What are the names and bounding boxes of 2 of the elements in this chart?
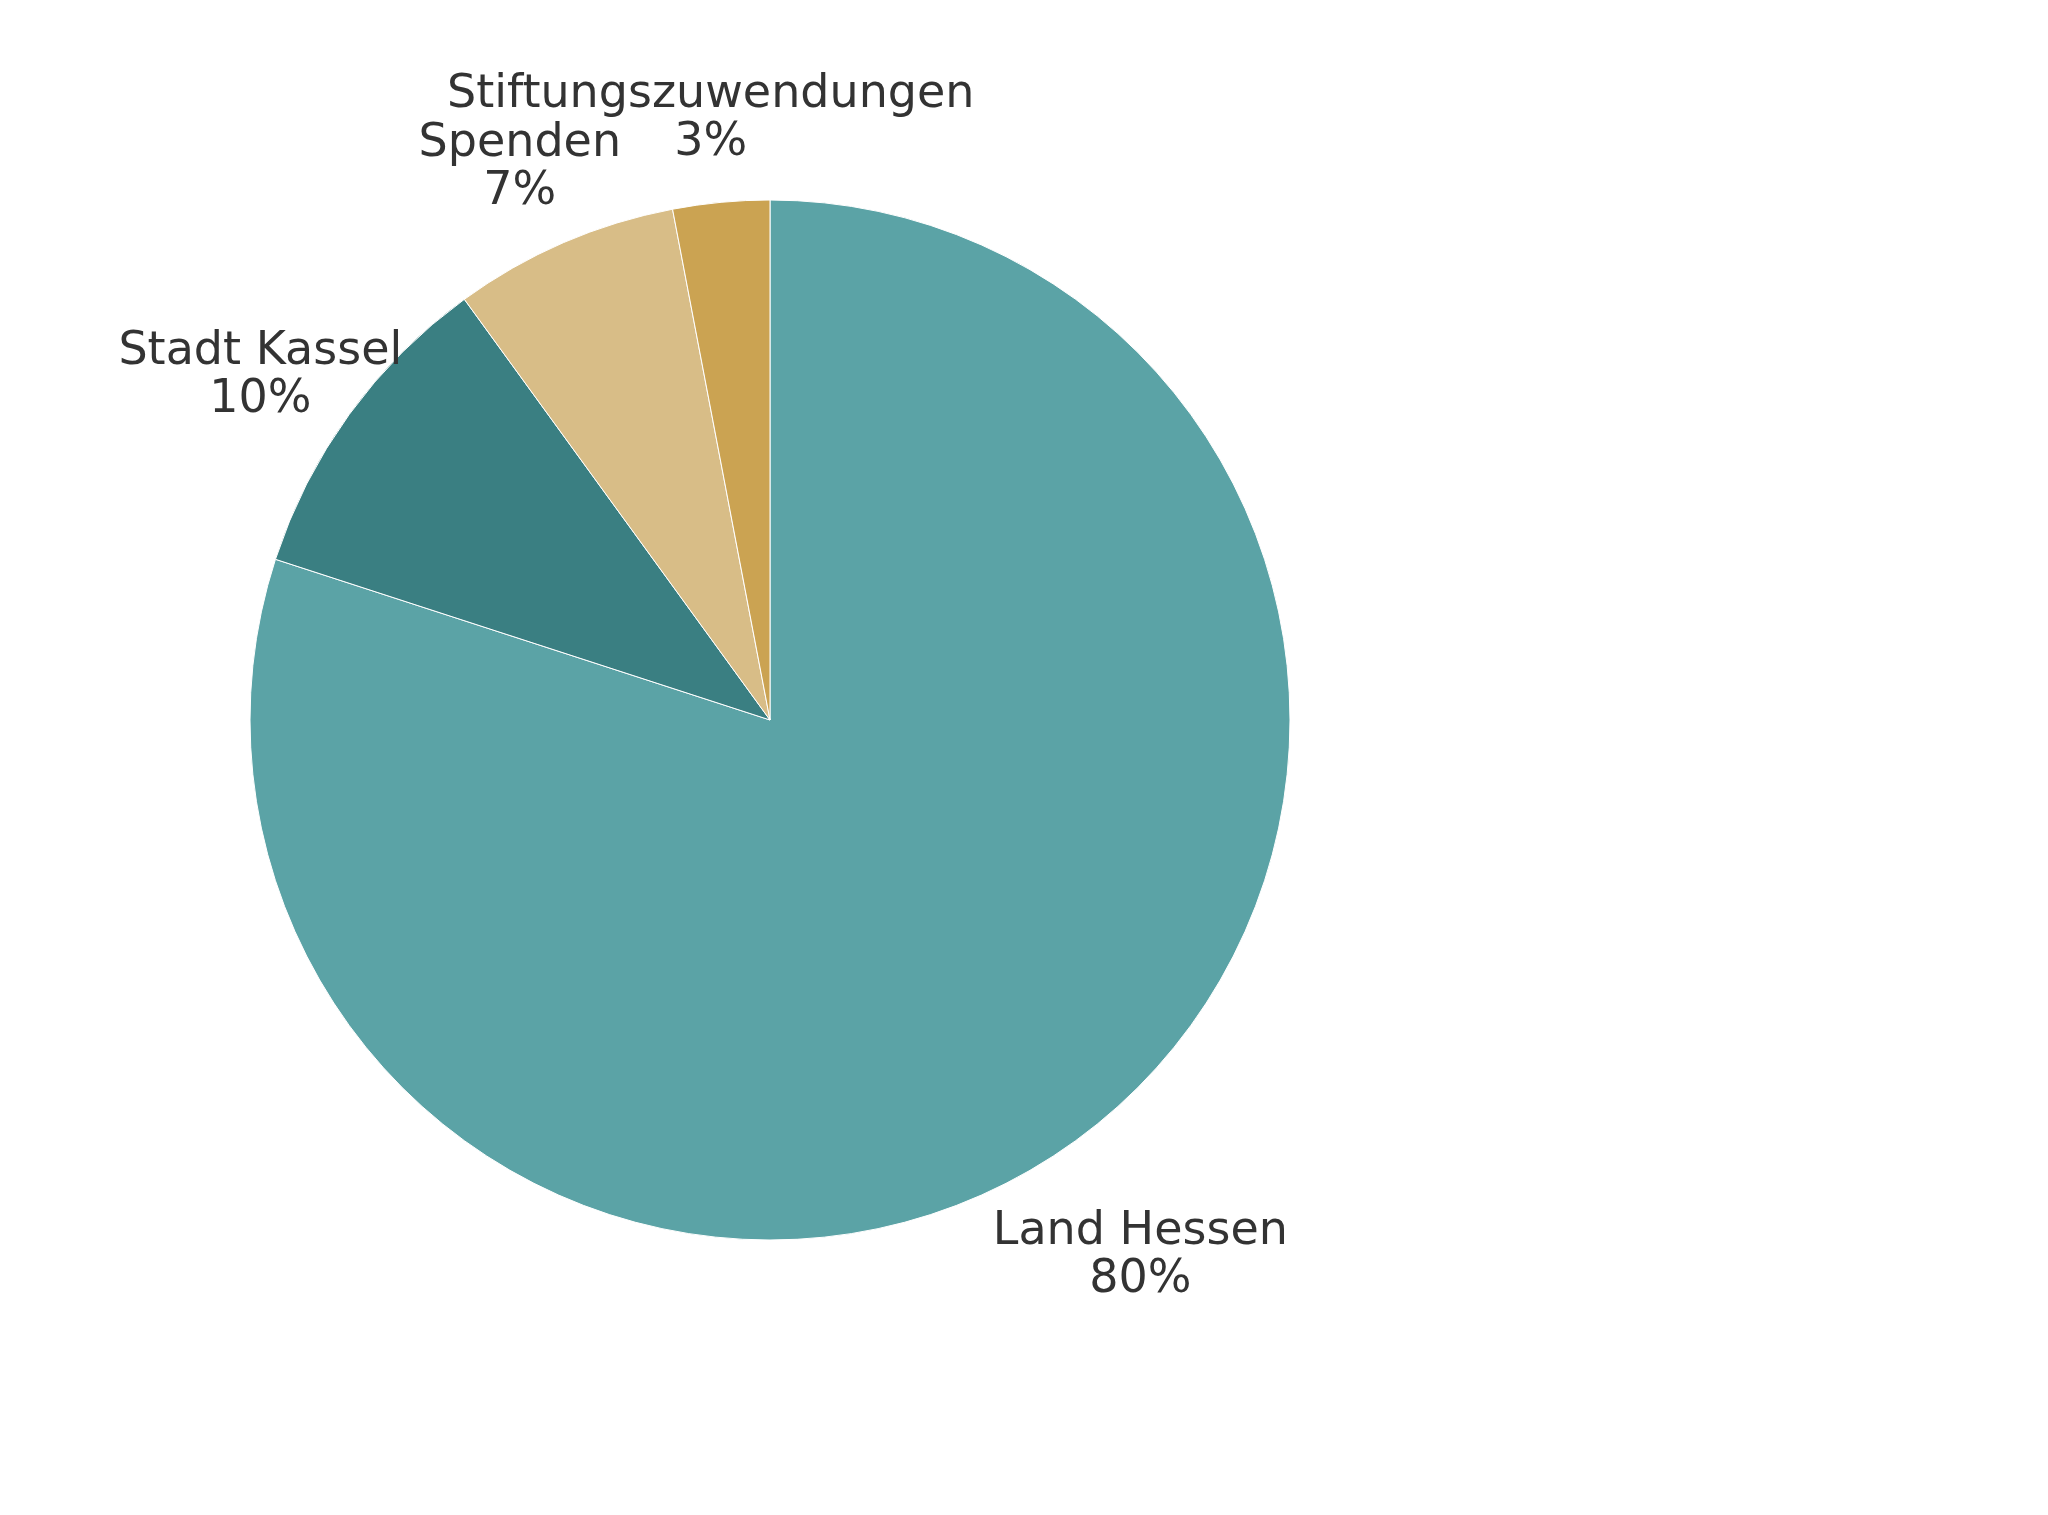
data-label: 3% bbox=[674, 111, 748, 166]
data-label: 7% bbox=[483, 160, 557, 215]
